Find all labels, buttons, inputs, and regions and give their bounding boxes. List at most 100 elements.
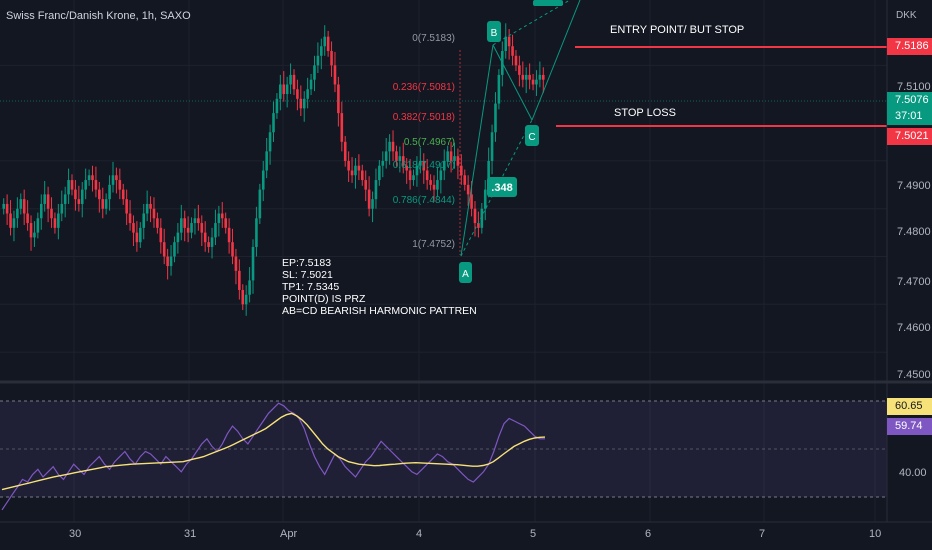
pivot-c[interactable]: C: [525, 125, 539, 146]
ratio-badge[interactable]: .348: [487, 177, 517, 197]
candle-body: [531, 79, 535, 85]
candle-body: [53, 218, 57, 228]
candle-body: [67, 180, 70, 195]
candle-body: [343, 141, 347, 161]
candle-body: [470, 194, 473, 209]
candle-body: [398, 156, 402, 161]
pivot-b-label: B: [491, 28, 498, 39]
countdown-tag: 37:01: [887, 108, 932, 125]
candle-body: [541, 74, 545, 80]
candle-body: [521, 74, 525, 80]
candle-body: [77, 199, 81, 204]
candle-body: [104, 199, 108, 209]
candle-body: [224, 218, 227, 228]
candle-body: [446, 151, 449, 161]
candle-body: [70, 180, 74, 190]
candle-body: [159, 227, 163, 243]
candle-body: [173, 242, 176, 257]
price-tick: 7.4900: [897, 180, 931, 192]
candle-body: [320, 46, 323, 56]
candle-body: [207, 242, 210, 247]
candle-body: [374, 180, 378, 200]
price-tick: 7.4800: [897, 226, 931, 238]
candle-body: [514, 55, 518, 66]
candle-body: [511, 46, 514, 56]
candle-body: [121, 189, 125, 200]
symbol-title[interactable]: Swiss Franc/Danish Krone, 1h, SAXO: [6, 10, 191, 22]
candle-body: [384, 151, 388, 161]
candle-body: [436, 180, 439, 190]
candle-body: [538, 74, 542, 80]
candle-body: [330, 51, 333, 66]
candle-body: [91, 175, 94, 181]
candle-body: [39, 203, 43, 219]
rsi-tick: 40.00: [899, 467, 927, 479]
time-tick: 31: [184, 528, 197, 540]
currency-label: DKK: [896, 10, 917, 21]
trade-note[interactable]: EP:7.5183 SL: 7.5021 TP1: 7.5345 POINT(D…: [282, 257, 477, 317]
candle-body: [2, 203, 6, 209]
candle-body: [463, 175, 467, 185]
candle-body: [50, 208, 53, 219]
candle-body: [292, 74, 296, 90]
stop-price-tag: 7.5021: [887, 128, 932, 145]
candle-body: [323, 36, 327, 47]
candle-body: [391, 141, 395, 152]
candle-body: [156, 218, 159, 228]
candle-body: [504, 36, 508, 52]
candle-body: [238, 270, 241, 290]
entry-annotation[interactable]: ENTRY POINT/ BUT STOP: [610, 24, 745, 36]
candle-body: [142, 213, 146, 228]
candle-body: [456, 156, 460, 166]
candle-body: [176, 232, 180, 243]
pivot-b[interactable]: B: [487, 21, 501, 42]
price-tick: 7.4600: [897, 322, 931, 334]
candle-body: [439, 170, 443, 181]
candle-body: [477, 223, 480, 228]
candle-body: [46, 194, 50, 209]
time-tick: 30: [69, 528, 82, 540]
note-line: TP1: 7.5345: [282, 281, 340, 293]
fib-retracement: 0(7.5183) 0.236(7.5081) 0.382(7.5018) 0.5(7…: [393, 33, 461, 255]
candle-body: [357, 165, 361, 171]
candle-body: [282, 84, 286, 95]
pivot-a[interactable]: A: [459, 262, 472, 283]
candle-body: [265, 151, 268, 171]
candle-body: [460, 165, 463, 176]
candle-body: [197, 218, 200, 224]
candle-body: [74, 189, 77, 200]
candle-body: [231, 242, 234, 257]
time-tick: 10: [869, 528, 882, 540]
candle-body: [234, 256, 238, 271]
candle-body: [220, 213, 224, 219]
candle-body: [84, 180, 87, 190]
candle-body: [405, 165, 408, 171]
candle-body: [190, 223, 193, 233]
candle-body: [248, 280, 251, 295]
grid: [0, 0, 887, 522]
fib-level-label: 0.382(7.5018): [393, 112, 455, 123]
candle-body: [241, 289, 245, 305]
candles: [2, 23, 545, 316]
candle-body: [350, 170, 354, 176]
candle-body: [57, 213, 60, 228]
candle-body: [309, 79, 313, 90]
candle-body: [408, 170, 412, 181]
candle-body: [432, 184, 436, 190]
candle-body: [381, 160, 385, 166]
candle-body: [19, 199, 23, 209]
candle-body: [401, 156, 405, 166]
pattern-ac-dotted: [460, 119, 533, 257]
candle-body: [412, 175, 415, 181]
stop-annotation[interactable]: STOP LOSS: [614, 107, 676, 119]
candle-body: [26, 213, 29, 224]
candle-body: [442, 160, 446, 171]
candle-body: [483, 189, 487, 209]
candle-body: [480, 208, 484, 228]
note-line: SL: 7.5021: [282, 269, 333, 281]
candle-body: [80, 189, 84, 204]
candle-body: [258, 189, 262, 219]
fib-level-label: 0.236(7.5081): [393, 82, 455, 93]
